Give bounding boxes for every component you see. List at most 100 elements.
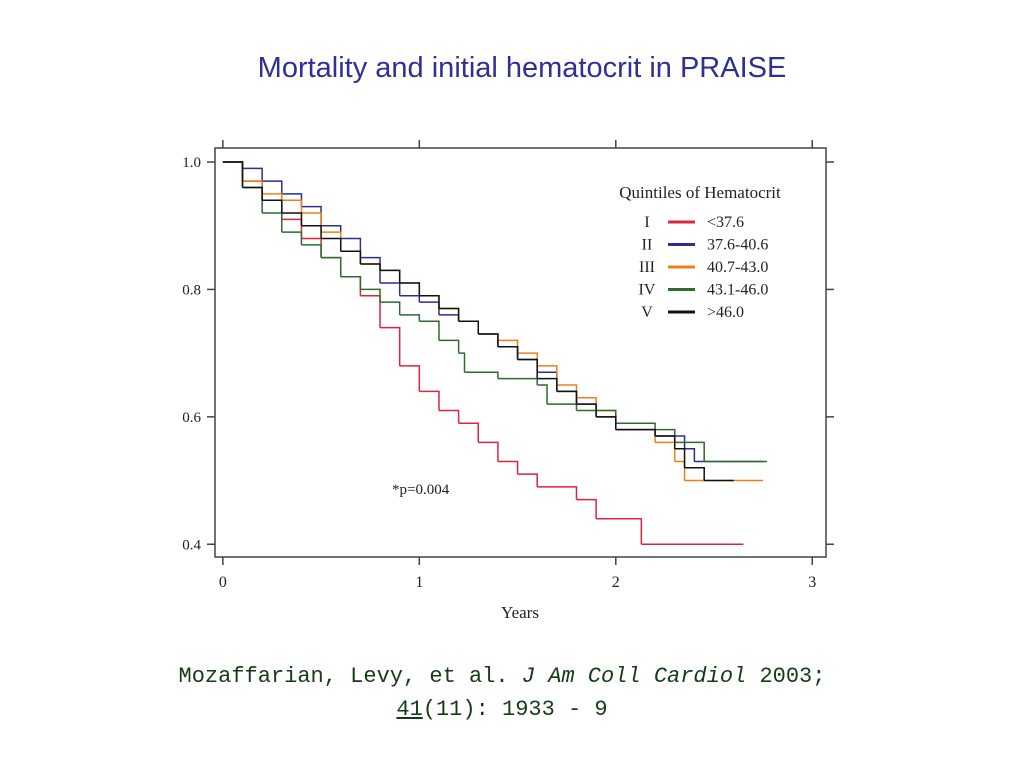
survival-step — [222, 161, 244, 169]
survival-step — [438, 409, 460, 424]
survival-step — [458, 320, 480, 335]
survival-step — [596, 518, 643, 545]
survival-step — [340, 250, 362, 264]
survival-step — [360, 263, 381, 271]
p-value-annotation: *p=0.004 — [392, 482, 450, 498]
survival-step — [360, 295, 381, 328]
plot-frame — [214, 147, 827, 558]
survival-step — [464, 371, 499, 379]
legend-name: II — [642, 237, 653, 254]
survival-step — [596, 409, 617, 430]
survival-step — [222, 161, 244, 188]
survival-step — [262, 199, 283, 213]
slide-title: Mortality and initial hematocrit in PRAI… — [257, 52, 787, 84]
survival-step — [615, 428, 656, 443]
survival-step — [576, 403, 597, 417]
survival-step — [281, 231, 303, 245]
survival-step — [360, 256, 381, 284]
volume: 41 — [396, 697, 423, 722]
survival-step — [399, 365, 421, 392]
survival-step — [380, 282, 401, 296]
survival-step — [438, 339, 460, 354]
survival-step — [674, 441, 705, 462]
survival-step — [242, 186, 263, 213]
survival-step — [321, 237, 342, 252]
survival-step — [340, 237, 362, 258]
survival-step — [596, 416, 617, 430]
survival-step — [655, 435, 676, 449]
survival-step — [262, 199, 283, 220]
x-axis-label: Years — [501, 603, 539, 622]
survival-step — [458, 422, 480, 443]
survival-step — [576, 498, 597, 519]
survival-step — [419, 301, 440, 315]
journal: J Am Coll Cardiol — [521, 664, 747, 689]
survival-step — [615, 428, 656, 436]
legend-label: <37.6 — [707, 214, 744, 231]
survival-step — [478, 441, 499, 462]
survival-step — [380, 269, 401, 284]
survival-step — [301, 212, 322, 233]
survival-step — [281, 218, 303, 239]
survival-step — [242, 180, 263, 201]
legend-name: IV — [639, 282, 656, 299]
survival-step — [340, 275, 362, 290]
survival-step — [674, 460, 686, 481]
survival-step — [399, 282, 421, 296]
survival-step — [615, 422, 656, 430]
survival-step — [517, 358, 538, 373]
survival-step — [222, 161, 244, 182]
survival-step — [281, 199, 303, 213]
x-tick-label: 2 — [612, 574, 620, 591]
survival-step — [537, 365, 558, 385]
survival-step — [222, 161, 244, 188]
survival-step — [281, 212, 303, 226]
survival-step — [301, 205, 322, 226]
survival-step — [517, 358, 538, 379]
survival-step — [497, 346, 519, 360]
survival-step — [615, 428, 656, 436]
issue-pages: (11): 1933 - 9 — [422, 697, 608, 722]
legend-name: III — [639, 259, 655, 276]
survival-step — [674, 447, 686, 468]
x-tick-label: 0 — [219, 574, 227, 591]
survival-step — [458, 320, 480, 335]
survival-step — [262, 212, 283, 233]
survival-step — [242, 186, 263, 201]
legend-label: 40.7-43.0 — [707, 259, 768, 276]
survival-step — [497, 377, 538, 385]
survival-step — [497, 460, 519, 475]
citation: Mozaffarian, Levy, et al. J Am Coll Card… — [0, 660, 1004, 726]
survival-step — [596, 416, 617, 430]
survival-step — [419, 295, 440, 309]
survival-step — [547, 403, 578, 411]
legend-name: V — [641, 304, 653, 321]
survival-step — [419, 390, 440, 411]
survival-step — [321, 231, 342, 252]
survival-step — [537, 377, 558, 392]
survival-step — [556, 390, 578, 405]
legend-label: >46.0 — [707, 304, 744, 321]
survival-step — [301, 244, 322, 258]
survival-step — [340, 275, 362, 296]
authors: Mozaffarian, Levy, et al. — [178, 664, 509, 689]
survival-step — [537, 384, 548, 405]
survival-step — [684, 447, 696, 462]
survival-step — [478, 333, 499, 347]
survival-step — [399, 282, 421, 296]
survival-step — [242, 167, 263, 182]
survival-step — [301, 224, 322, 239]
legend-name: I — [644, 214, 649, 231]
survival-step — [321, 256, 342, 277]
survival-step — [360, 263, 381, 271]
survival-step — [262, 193, 283, 201]
survival-step — [517, 473, 538, 487]
y-tick-label: 0.8 — [182, 282, 201, 298]
survival-step — [684, 467, 705, 481]
chart: Years Quintiles of Hematocrit *p=0.004 0… — [182, 140, 834, 622]
survival-step — [360, 288, 381, 303]
legend-label: 37.6-40.6 — [707, 237, 768, 254]
citation-line: 41(11): 1933 - 9 — [0, 693, 1004, 726]
survival-step — [301, 237, 322, 258]
